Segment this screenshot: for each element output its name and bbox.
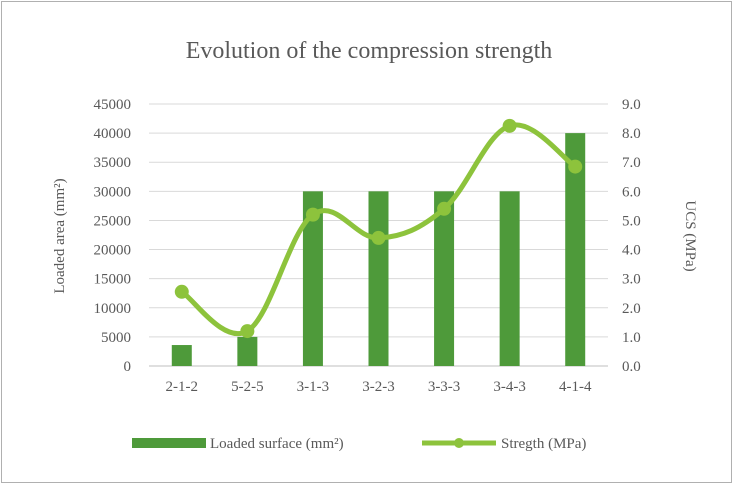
line-point: [305, 207, 320, 222]
right-tick-label: 8.0: [622, 126, 641, 142]
right-axis-ticks: 0.0 1.0 2.0 3.0 4.0 5.0 6.0 7.0 8.0 9.0: [622, 97, 641, 375]
bar: [171, 345, 192, 366]
line-point: [437, 201, 452, 216]
category-tick-label: 3-4-3: [493, 379, 526, 395]
left-tick-label: 20000: [94, 243, 132, 259]
legend-line-label: Stregth (MPa): [501, 436, 586, 452]
bar: [434, 191, 455, 366]
left-tick-label: 30000: [94, 184, 132, 200]
line-point: [240, 324, 255, 339]
left-axis-ticks: 0 5000 10000 15000 20000 25000 30000 35000 40000…: [94, 97, 132, 375]
line-point: [502, 118, 517, 133]
left-tick-label: 25000: [94, 213, 132, 229]
legend-bar-label: Loaded surface (mm²): [210, 436, 344, 452]
right-tick-label: 0.0: [622, 359, 641, 375]
bar: [499, 191, 520, 366]
line-series: [174, 118, 583, 339]
bar: [237, 336, 258, 366]
left-tick-label: 0: [124, 359, 132, 375]
right-tick-label: 3.0: [622, 272, 641, 288]
left-axis-title: Loaded area (mm²): [52, 178, 68, 293]
category-tick-label: 5-2-5: [231, 379, 264, 395]
right-tick-label: 2.0: [622, 301, 641, 317]
bar: [302, 191, 323, 366]
left-tick-label: 5000: [101, 330, 131, 346]
bar-series: [171, 133, 586, 366]
right-tick-label: 7.0: [622, 155, 641, 171]
right-tick-label: 4.0: [622, 243, 641, 259]
right-axis-title: UCS (MPa): [682, 200, 698, 271]
legend: Loaded surface (mm²) Stregth (MPa): [132, 436, 586, 452]
category-axis-ticks: 2-1-2 5-2-5 3-1-3 3-2-3 3-3-3 3-4-3 4-1-4: [166, 379, 592, 395]
left-tick-label: 40000: [94, 126, 132, 142]
category-tick-label: 2-1-2: [166, 379, 199, 395]
legend-line-marker: [454, 438, 464, 448]
right-tick-label: 6.0: [622, 184, 641, 200]
right-tick-label: 5.0: [622, 213, 641, 229]
category-tick-label: 3-2-3: [362, 379, 395, 395]
category-tick-label: 4-1-4: [559, 379, 592, 395]
bar: [565, 133, 586, 366]
legend-bar-swatch: [132, 438, 206, 448]
chart-title: Evolution of the compression strength: [186, 38, 553, 64]
line-point: [371, 230, 386, 245]
left-tick-label: 45000: [94, 97, 132, 113]
left-tick-label: 15000: [94, 272, 132, 288]
left-tick-label: 10000: [94, 301, 132, 317]
right-tick-label: 1.0: [622, 330, 641, 346]
line-point: [174, 284, 189, 299]
line-point: [568, 159, 583, 174]
bar: [368, 191, 389, 366]
category-tick-label: 3-3-3: [428, 379, 461, 395]
category-tick-label: 3-1-3: [297, 379, 330, 395]
left-tick-label: 35000: [94, 155, 132, 171]
right-tick-label: 9.0: [622, 97, 641, 113]
